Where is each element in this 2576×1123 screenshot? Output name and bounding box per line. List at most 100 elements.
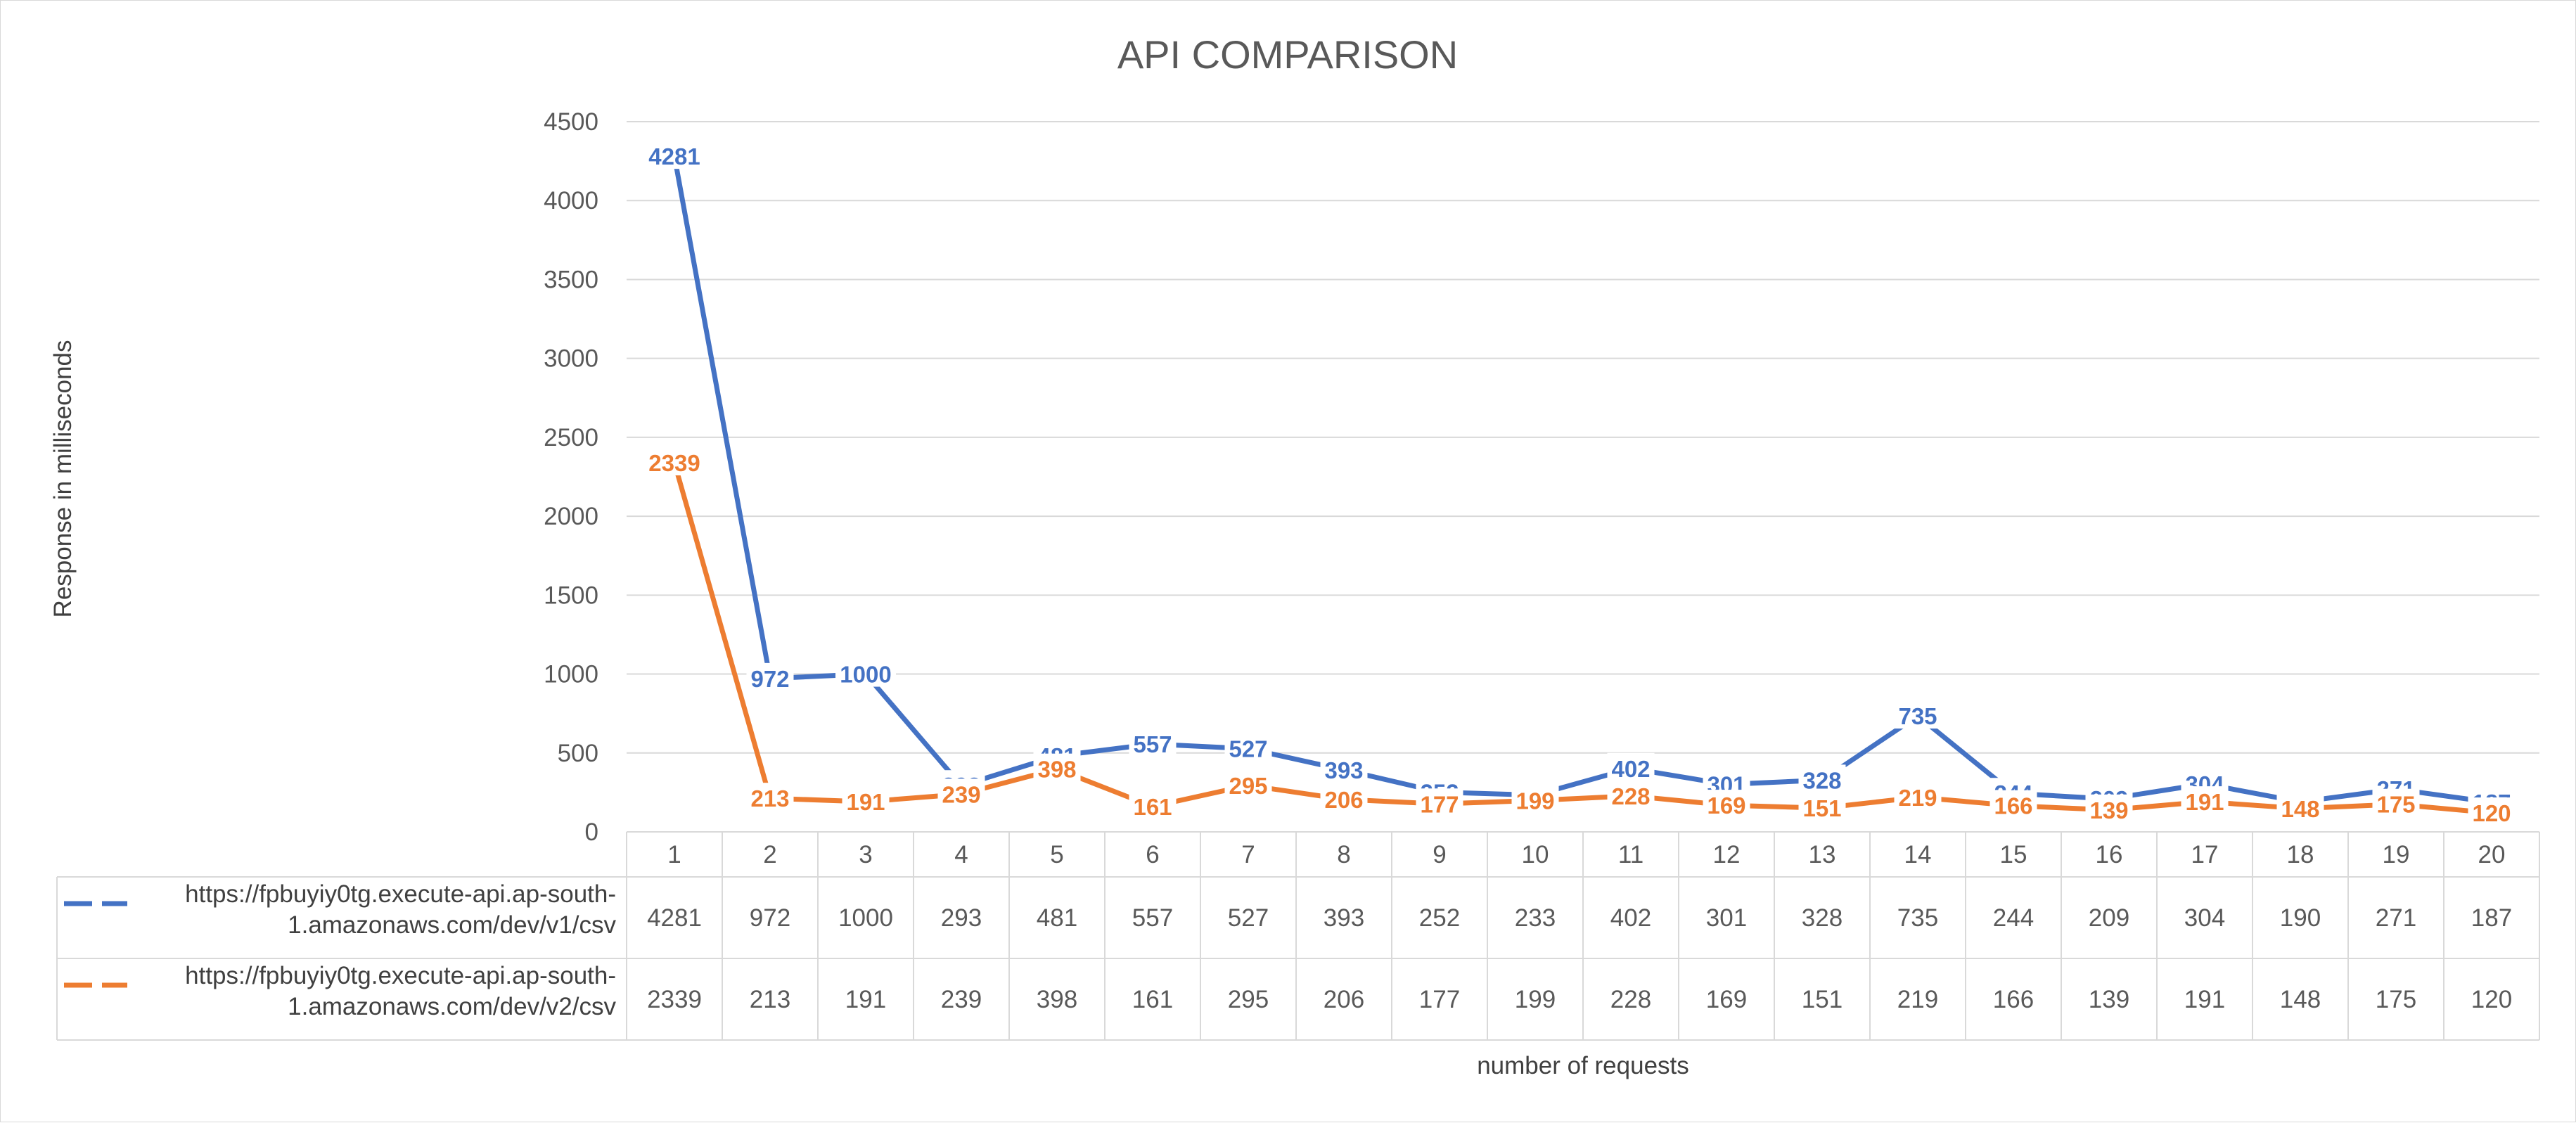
- data-label-bg: [1129, 790, 1177, 819]
- legend-series-name: 1.amazonaws.com/dev/v1/csv: [288, 911, 616, 939]
- y-tick-labels: 0 500 1000 1500 2000 2500 3000 3500 4000 4500: [544, 108, 598, 846]
- x-tick-label: 7: [1241, 841, 1255, 868]
- data-label-group: 191: [842, 786, 890, 815]
- table-cell: 481: [1037, 904, 1077, 932]
- series-line-1: [672, 153, 2494, 805]
- y-tick-label: 4000: [544, 187, 598, 214]
- data-label-bg: [1989, 790, 2037, 819]
- data-label-bg: [2085, 794, 2133, 823]
- data-label-group: 219: [1894, 781, 1942, 811]
- data-label-group: 161: [1129, 790, 1177, 820]
- data-label-group: 169: [1703, 790, 1750, 819]
- data-label: 139: [2089, 797, 2128, 823]
- x-tick-label: 17: [2191, 841, 2219, 868]
- table-cell: 206: [1324, 986, 1364, 1013]
- data-label: 1000: [840, 662, 891, 688]
- table-cell: 557: [1132, 904, 1173, 932]
- data-label: 398: [1037, 757, 1076, 783]
- data-label-bg: [644, 141, 705, 169]
- y-tick-label: 2000: [544, 503, 598, 530]
- data-label-bg: [1320, 783, 1368, 812]
- data-label: 191: [2185, 789, 2224, 815]
- table-cell: 398: [1037, 986, 1077, 1013]
- x-tick-label: 13: [1809, 841, 1836, 868]
- data-label-group: 328: [1798, 764, 1846, 793]
- table-cell: 139: [2089, 986, 2129, 1013]
- table-cell: 148: [2280, 986, 2321, 1013]
- legend-series-name: https://fpbuyiy0tg.execute-api.ap-south-: [185, 880, 616, 908]
- data-label-bg: [1129, 728, 1177, 757]
- series-line-2: [672, 460, 2494, 816]
- data-label-group: 166: [1989, 790, 2037, 819]
- table-cell: 190: [2280, 904, 2321, 932]
- data-label-bg: [746, 662, 794, 691]
- data-label: 735: [1898, 703, 1937, 729]
- data-label-group: 151: [1798, 792, 1846, 821]
- data-label-group: 148: [2276, 792, 2324, 822]
- data-label-bg: [644, 447, 705, 476]
- series-layer: [672, 153, 2494, 816]
- x-tick-label: 12: [1713, 841, 1741, 868]
- data-label: 161: [1133, 794, 1172, 820]
- data-label-bg: [1607, 780, 1655, 809]
- data-label: 402: [1611, 756, 1650, 782]
- table-cell: 1000: [838, 904, 893, 932]
- data-label: 206: [1324, 787, 1363, 813]
- data-label-group: 735: [1894, 700, 1942, 729]
- data-label-group: 393: [1320, 754, 1368, 783]
- data-label: 4281: [648, 143, 700, 169]
- x-tick-label: 18: [2287, 841, 2314, 868]
- grid-layer: [627, 121, 2539, 754]
- data-label-group: 4281: [644, 141, 705, 169]
- data-label-group: 213: [746, 783, 794, 811]
- data-label-group: 972: [746, 662, 794, 692]
- data-label-bg: [2468, 797, 2516, 826]
- table-cell: 4281: [647, 904, 702, 932]
- table-cell: 735: [1897, 904, 1938, 932]
- data-label-bg: [1894, 781, 1942, 810]
- data-label-group: 1000: [835, 658, 896, 688]
- x-axis-label: number of requests: [1477, 1052, 1689, 1079]
- table-cell: 244: [1993, 904, 2034, 932]
- data-label-bg: [1703, 790, 1750, 819]
- data-label: 228: [1611, 783, 1650, 809]
- data-label: 557: [1133, 731, 1172, 757]
- data-label-group: 206: [1320, 783, 1368, 813]
- data-label: 295: [1229, 773, 1267, 799]
- data-label-bg: [2181, 786, 2229, 815]
- data-label: 328: [1802, 767, 1841, 793]
- y-tick-label: 0: [585, 819, 598, 846]
- y-tick-label: 2500: [544, 424, 598, 451]
- data-label-layer: 4281972100029348155752739325223340230132…: [644, 141, 2516, 826]
- data-label-group: 402: [1607, 752, 1655, 782]
- y-axis-label: Response in milliseconds: [49, 340, 77, 618]
- table-cell: 199: [1515, 986, 1556, 1013]
- y-tick-label: 500: [558, 740, 598, 767]
- data-label-bg: [842, 786, 890, 815]
- table-cell: 161: [1132, 986, 1173, 1013]
- table-cell: 151: [1802, 986, 1843, 1013]
- x-tick-label: 19: [2383, 841, 2410, 868]
- data-label-bg: [2372, 788, 2420, 817]
- data-label-bg: [1511, 785, 1559, 814]
- x-tick-label: 14: [1904, 841, 1932, 868]
- data-label: 177: [1420, 791, 1459, 817]
- data-label: 199: [1516, 788, 1554, 814]
- y-tick-label: 4500: [544, 108, 598, 136]
- x-tick-label: 4: [954, 841, 968, 868]
- data-label: 393: [1324, 757, 1363, 783]
- data-label-bg: [1224, 733, 1272, 762]
- table-cell: 527: [1228, 904, 1269, 932]
- data-label: 175: [2376, 792, 2415, 818]
- table-cell: 252: [1419, 904, 1460, 932]
- data-label-group: 239: [937, 778, 985, 807]
- data-label-bg: [746, 783, 794, 811]
- table-cell: 393: [1324, 904, 1364, 932]
- table-cell: 228: [1610, 986, 1651, 1013]
- table-cell: 239: [941, 986, 982, 1013]
- table-cell: 295: [1228, 986, 1269, 1013]
- data-label-bg: [1798, 764, 1846, 793]
- table-cell: 120: [2471, 986, 2512, 1013]
